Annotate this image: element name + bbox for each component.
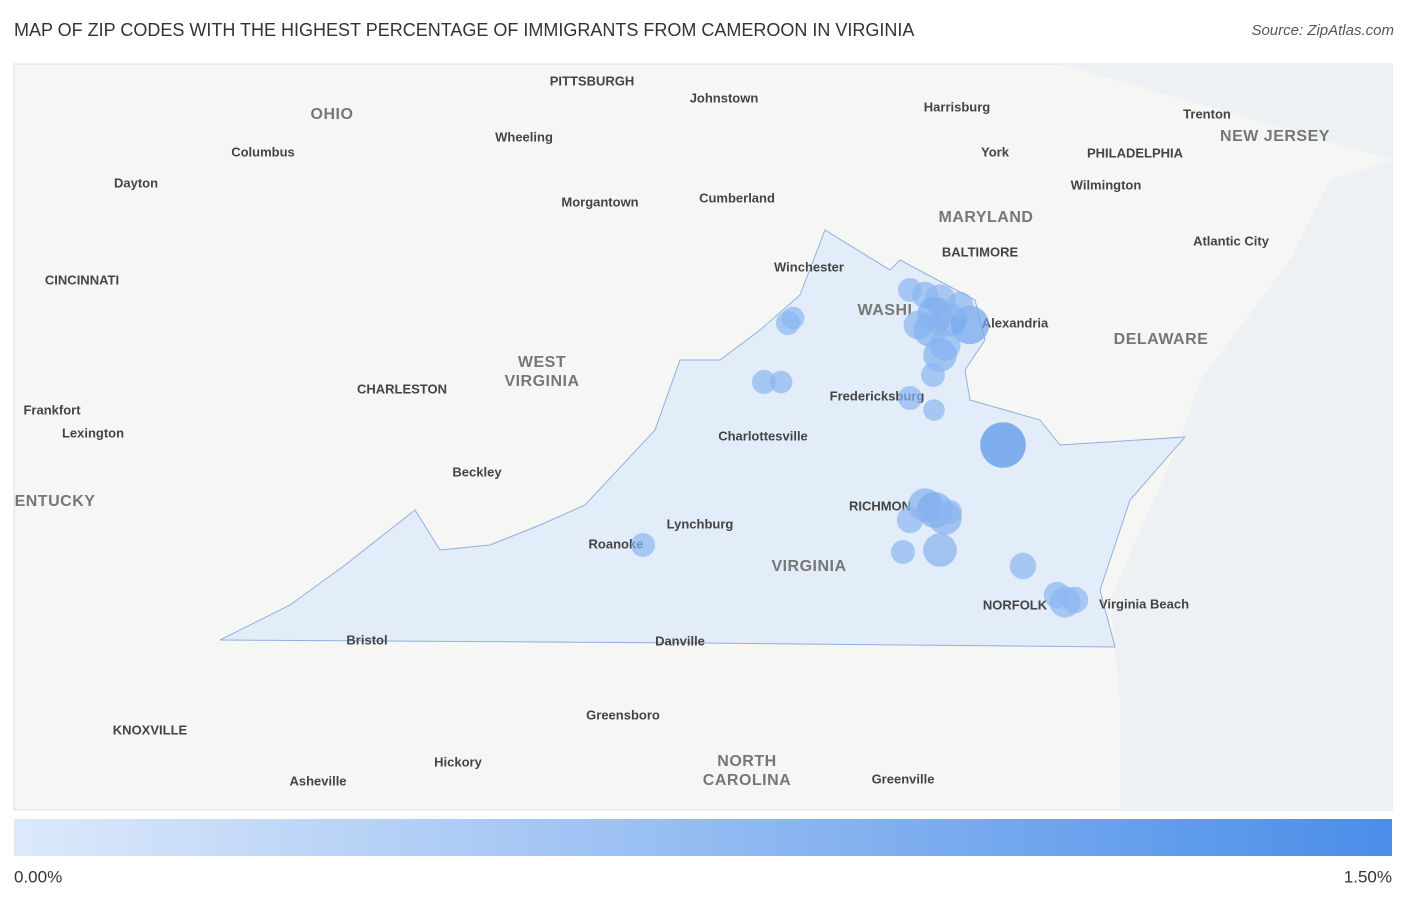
- zip-bubble: [631, 533, 655, 557]
- place-label: CAROLINA: [703, 772, 791, 789]
- place-label: York: [981, 144, 1010, 159]
- place-label: Hickory: [434, 754, 482, 769]
- zip-bubble: [1009, 552, 1037, 580]
- place-label: ENTUCKY: [15, 493, 96, 510]
- legend-max: 1.50%: [1344, 867, 1392, 886]
- place-label: Cumberland: [699, 190, 775, 205]
- place-labels: PITTSBURGH Johnstown Harrisburg Trenton OHIO…: [15, 73, 1330, 789]
- place-label: CINCINNATI: [45, 272, 119, 287]
- place-label: CHARLESTON: [357, 381, 447, 396]
- place-label: PITTSBURGH: [550, 73, 635, 88]
- zip-bubble: [946, 291, 974, 319]
- place-label: VIRGINIA: [504, 373, 579, 390]
- place-label: Johnstown: [690, 90, 759, 105]
- place-label: NORTH: [717, 753, 776, 770]
- title: MAP OF ZIP CODES WITH THE HIGHEST PERCEN…: [14, 20, 914, 40]
- zip-bubble: [938, 500, 962, 524]
- place-label: Asheville: [289, 773, 346, 788]
- place-label: Danville: [655, 633, 705, 648]
- place-label: Greensboro: [586, 707, 660, 722]
- zip-bubble: [980, 422, 1026, 468]
- place-label: KNOXVILLE: [113, 722, 188, 737]
- place-label: NORFOLK: [983, 597, 1048, 612]
- zip-bubble: [769, 370, 793, 394]
- place-label: RICHMON: [849, 498, 911, 513]
- place-label: Virginia Beach: [1099, 596, 1189, 611]
- legend-min: 0.00%: [14, 867, 62, 886]
- place-label: Alexandria: [982, 315, 1049, 330]
- place-label: Bristol: [346, 632, 387, 647]
- place-label: Beckley: [452, 464, 502, 479]
- place-label: BALTIMORE: [942, 244, 1019, 259]
- zip-bubble: [891, 540, 915, 564]
- place-label: Wheeling: [495, 129, 553, 144]
- place-label: DELAWARE: [1114, 331, 1209, 348]
- bubbles: [631, 278, 1089, 618]
- zip-bubble: [923, 533, 957, 567]
- zip-bubble: [896, 506, 924, 534]
- place-label: WEST: [518, 354, 566, 371]
- place-label: Harrisburg: [924, 99, 991, 114]
- place-label: Lexington: [62, 425, 124, 440]
- zip-bubble: [898, 386, 922, 410]
- place-label: OHIO: [311, 106, 354, 123]
- ocean: [1060, 64, 1392, 810]
- zip-bubble: [921, 363, 945, 387]
- place-label: Frankfort: [23, 402, 81, 417]
- place-label: NEW JERSEY: [1220, 128, 1330, 145]
- place-label: Greenville: [872, 771, 935, 786]
- place-label: MARYLAND: [939, 209, 1034, 226]
- place-label: Trenton: [1183, 106, 1231, 121]
- place-label: Morgantown: [561, 194, 638, 209]
- zip-bubble: [923, 399, 945, 421]
- legend-bar: [14, 819, 1392, 856]
- place-label: VIRGINIA: [771, 558, 846, 575]
- place-label: Roanoke: [589, 536, 644, 551]
- zip-bubble: [752, 370, 776, 394]
- place-label: Lynchburg: [667, 516, 734, 531]
- place-label: Columbus: [231, 144, 295, 159]
- place-label: WASHI: [858, 302, 913, 319]
- place-label: Dayton: [114, 175, 158, 190]
- source: Source: ZipAtlas.com: [1251, 22, 1394, 39]
- place-label: Atlantic City: [1193, 233, 1270, 248]
- place-label: Charlottesville: [718, 428, 808, 443]
- place-label: Winchester: [774, 259, 844, 274]
- place-label: PHILADELPHIA: [1087, 145, 1184, 160]
- zip-bubble: [781, 306, 805, 330]
- zip-bubble: [1061, 586, 1089, 614]
- place-label: Wilmington: [1071, 177, 1142, 192]
